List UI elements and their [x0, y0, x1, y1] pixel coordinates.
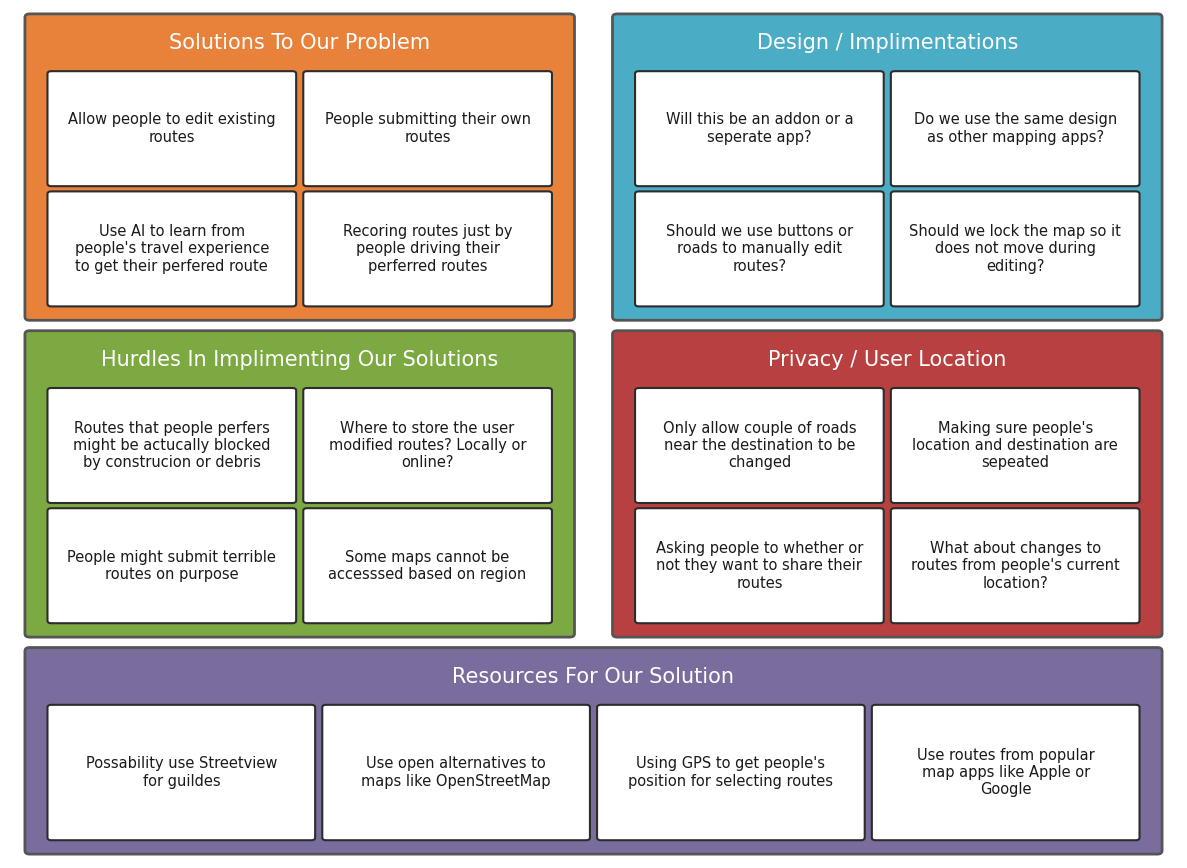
Text: Use AI to learn from
people's travel experience
to get their perfered route: Use AI to learn from people's travel exp…: [75, 224, 269, 273]
Text: Solutions To Our Problem: Solutions To Our Problem: [170, 33, 430, 53]
Text: Allow people to edit existing
routes: Allow people to edit existing routes: [68, 113, 275, 145]
FancyBboxPatch shape: [304, 192, 552, 306]
FancyBboxPatch shape: [25, 648, 1162, 854]
Text: Hurdles In Implimenting Our Solutions: Hurdles In Implimenting Our Solutions: [101, 350, 499, 370]
FancyBboxPatch shape: [47, 192, 296, 306]
Text: Should we lock the map so it
does not move during
editing?: Should we lock the map so it does not mo…: [909, 224, 1121, 273]
Text: Should we use buttons or
roads to manually edit
routes?: Should we use buttons or roads to manual…: [666, 224, 853, 273]
Text: Asking people to whether or
not they want to share their
routes: Asking people to whether or not they wan…: [655, 541, 863, 590]
FancyBboxPatch shape: [635, 388, 883, 503]
Text: Use open alternatives to
maps like OpenStreetMap: Use open alternatives to maps like OpenS…: [361, 756, 551, 789]
Text: Some maps cannot be
accesssed based on region: Some maps cannot be accesssed based on r…: [329, 549, 527, 582]
FancyBboxPatch shape: [47, 509, 296, 623]
Text: Will this be an addon or a
seperate app?: Will this be an addon or a seperate app?: [666, 113, 853, 145]
Text: Routes that people perfers
might be actucally blocked
by construcion or debris: Routes that people perfers might be actu…: [74, 421, 271, 470]
Text: People submitting their own
routes: People submitting their own routes: [324, 113, 531, 145]
Text: Recoring routes just by
people driving their
perferred routes: Recoring routes just by people driving t…: [343, 224, 513, 273]
FancyBboxPatch shape: [612, 14, 1162, 320]
FancyBboxPatch shape: [304, 509, 552, 623]
FancyBboxPatch shape: [890, 509, 1140, 623]
FancyBboxPatch shape: [47, 705, 315, 840]
Text: Use routes from popular
map apps like Apple or
Google: Use routes from popular map apps like Ap…: [916, 747, 1094, 798]
FancyBboxPatch shape: [635, 509, 883, 623]
FancyBboxPatch shape: [890, 388, 1140, 503]
FancyBboxPatch shape: [304, 388, 552, 503]
FancyBboxPatch shape: [890, 71, 1140, 187]
FancyBboxPatch shape: [47, 388, 296, 503]
Text: Do we use the same design
as other mapping apps?: Do we use the same design as other mappi…: [914, 113, 1117, 145]
FancyBboxPatch shape: [322, 705, 590, 840]
FancyBboxPatch shape: [25, 14, 575, 320]
FancyBboxPatch shape: [871, 705, 1140, 840]
Text: Possability use Streetview
for guildes: Possability use Streetview for guildes: [85, 756, 277, 789]
FancyBboxPatch shape: [597, 705, 864, 840]
Text: Privacy / User Location: Privacy / User Location: [768, 350, 1007, 370]
FancyBboxPatch shape: [890, 192, 1140, 306]
Text: Design / Implimentations: Design / Implimentations: [756, 33, 1018, 53]
FancyBboxPatch shape: [635, 192, 883, 306]
Text: Using GPS to get people's
position for selecting routes: Using GPS to get people's position for s…: [628, 756, 833, 789]
FancyBboxPatch shape: [635, 71, 883, 187]
Text: What about changes to
routes from people's current
location?: What about changes to routes from people…: [910, 541, 1119, 590]
FancyBboxPatch shape: [612, 331, 1162, 637]
Text: Where to store the user
modified routes? Locally or
online?: Where to store the user modified routes?…: [329, 421, 526, 470]
Text: Only allow couple of roads
near the destination to be
changed: Only allow couple of roads near the dest…: [662, 421, 856, 470]
Text: Resources For Our Solution: Resources For Our Solution: [452, 667, 735, 687]
FancyBboxPatch shape: [47, 71, 296, 187]
FancyBboxPatch shape: [25, 331, 575, 637]
Text: Making sure people's
location and destination are
sepeated: Making sure people's location and destin…: [913, 421, 1118, 470]
Text: People might submit terrible
routes on purpose: People might submit terrible routes on p…: [68, 549, 277, 582]
FancyBboxPatch shape: [304, 71, 552, 187]
